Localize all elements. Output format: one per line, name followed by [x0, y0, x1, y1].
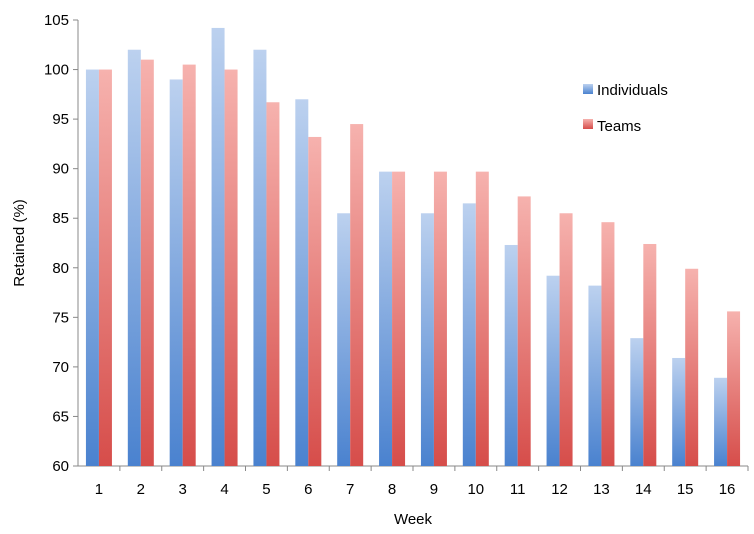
- bar-individuals-week-12: [546, 275, 560, 466]
- x-axis-label: Week: [394, 511, 433, 528]
- legend: Individuals Teams: [583, 82, 668, 135]
- y-tick-label: 105: [44, 12, 69, 29]
- x-tick-label: 6: [304, 481, 312, 498]
- x-tick-label: 9: [430, 481, 438, 498]
- x-tick-label: 15: [677, 481, 694, 498]
- y-tick-label: 60: [52, 458, 69, 475]
- bar-teams-week-11: [517, 196, 531, 466]
- bar-individuals-week-7: [337, 213, 351, 466]
- bar-individuals-week-2: [127, 49, 141, 466]
- bar-teams-week-1: [98, 69, 112, 467]
- bar-individuals-week-16: [714, 377, 728, 466]
- bar-individuals-week-6: [295, 99, 309, 467]
- bar-teams-week-7: [350, 124, 364, 467]
- x-tick-label: 11: [510, 481, 526, 498]
- y-tick-label: 75: [52, 309, 69, 326]
- bars-group: [85, 27, 741, 467]
- bar-individuals-week-15: [672, 357, 686, 466]
- x-tick-label: 13: [593, 481, 610, 498]
- bar-individuals-week-13: [588, 285, 602, 466]
- bar-teams-week-8: [392, 171, 406, 466]
- bar-teams-week-10: [475, 171, 489, 466]
- x-tick-label: 1: [95, 481, 103, 498]
- y-tick-labels: 60 65 70 75 80 85 90 95 100 105: [44, 12, 78, 475]
- y-tick-label: 90: [52, 161, 69, 178]
- legend-label-individuals: Individuals: [597, 82, 668, 99]
- bar-teams-week-13: [601, 222, 615, 466]
- bar-teams-week-6: [308, 136, 322, 466]
- bar-individuals-week-11: [504, 244, 518, 466]
- bar-teams-week-2: [140, 59, 154, 467]
- x-tick-label: 4: [220, 481, 228, 498]
- x-tick-label: 3: [179, 481, 187, 498]
- legend-swatch-teams: [583, 119, 593, 129]
- x-tick-label: 16: [719, 481, 736, 498]
- y-tick-label: 100: [44, 62, 69, 79]
- y-axis-label: Retained (%): [11, 199, 28, 287]
- x-tick-label: 5: [262, 481, 270, 498]
- x-tick-labels: 1 2 3 4 5 6 7 8 9 10 11 12 13 14 15 16: [95, 466, 749, 498]
- y-tick-label: 70: [52, 359, 69, 376]
- bar-teams-week-3: [182, 64, 196, 466]
- legend-label-teams: Teams: [597, 118, 641, 135]
- bar-individuals-week-10: [462, 203, 476, 466]
- bar-individuals-week-1: [85, 69, 99, 467]
- legend-swatch-individuals: [583, 84, 593, 94]
- bar-individuals-week-14: [630, 338, 644, 466]
- bar-teams-week-12: [559, 213, 573, 466]
- x-tick-label: 2: [137, 481, 145, 498]
- bar-teams-week-5: [266, 102, 280, 467]
- bar-individuals-week-8: [379, 171, 393, 466]
- x-tick-label: 7: [346, 481, 354, 498]
- bar-teams-week-15: [685, 268, 699, 466]
- y-tick-label: 65: [52, 408, 69, 425]
- bar-teams-week-14: [643, 243, 657, 466]
- bar-teams-week-9: [433, 171, 447, 466]
- bar-individuals-week-5: [253, 49, 267, 466]
- bar-teams-week-4: [224, 69, 238, 467]
- x-tick-label: 10: [467, 481, 484, 498]
- x-tick-label: 12: [551, 481, 568, 498]
- y-tick-label: 80: [52, 260, 69, 277]
- x-tick-label: 8: [388, 481, 396, 498]
- bar-teams-week-16: [727, 311, 741, 466]
- bar-individuals-week-9: [420, 213, 434, 466]
- bar-individuals-week-4: [211, 27, 225, 466]
- bar-individuals-week-3: [169, 79, 183, 466]
- y-tick-label: 85: [52, 210, 69, 227]
- x-tick-label: 14: [635, 481, 652, 498]
- y-tick-label: 95: [52, 111, 69, 128]
